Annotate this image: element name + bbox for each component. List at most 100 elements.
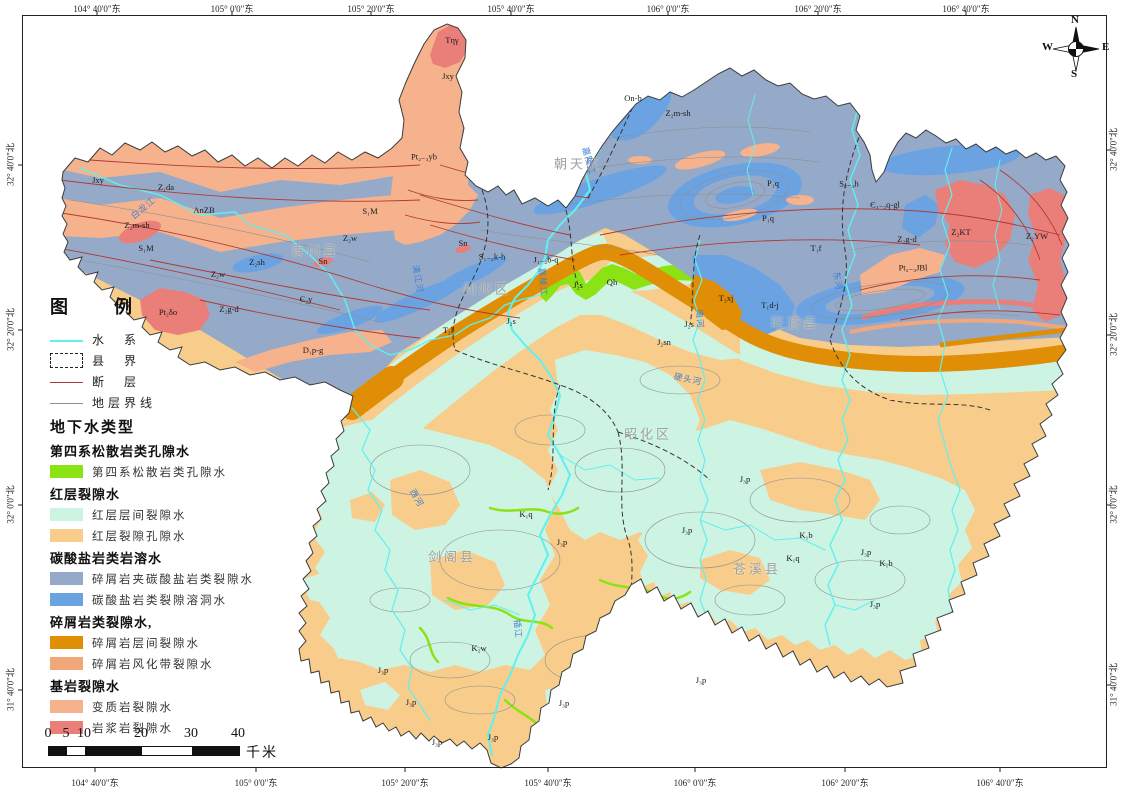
legend-symbol: [50, 700, 83, 713]
geo-unit-label: Jxy: [92, 175, 104, 185]
latitude-label: 32° 20'0"北: [1108, 313, 1119, 356]
compass-e: E: [1102, 41, 1110, 53]
geo-unit-label: J₂s: [573, 280, 583, 290]
longitude-label: 105° 20'0"东: [381, 778, 429, 788]
legend-label: 基岩裂隙水: [50, 678, 121, 694]
legend-row: 碎屑岩风化带裂隙水: [50, 653, 285, 674]
legend-label: 第四系松散岩类孔隙水: [92, 466, 227, 479]
geo-unit-label: T₃xj: [718, 293, 734, 303]
magmatic-zones: [119, 24, 1068, 335]
geo-unit-label: J₃p: [431, 737, 443, 747]
rivers-layer: [79, 87, 1003, 756]
geo-unit-label: T₁d-j: [761, 300, 779, 310]
legend-symbol: [50, 375, 83, 389]
geo-unit-label: Pt₂₋₃yb: [410, 151, 438, 162]
geo-unit-label: J₃p: [739, 474, 751, 484]
latitude-label: 32° 40'0"北: [5, 143, 16, 186]
legend-row: 红层裂隙孔隙水: [50, 525, 285, 546]
geo-unit-label: J₃p: [487, 732, 499, 742]
geo-unit-label: T₂l: [442, 325, 454, 335]
scale-number: 10: [77, 726, 91, 741]
longitude-label: 106° 20'0"东: [821, 778, 869, 788]
geo-unit-label: K₁q: [786, 553, 800, 563]
geo-unit-label: J₃p: [869, 599, 881, 609]
legend-row: 第四系松散岩类孔隙水: [50, 439, 285, 461]
legend-row: 碳酸盐岩类裂隙溶洞水: [50, 589, 285, 610]
geo-unit-label: Z₂m-sh: [665, 108, 691, 118]
geo-unit-label: J₃p: [681, 525, 693, 535]
legend-row: 碎屑岩夹碳酸盐岩类裂隙水: [50, 568, 285, 589]
longitude-label: 105° 40'0"东: [487, 4, 535, 14]
geo-unit-label: Є₂y: [299, 294, 313, 304]
geo-unit-label: K₂w: [471, 643, 487, 653]
legend-row: 断 层: [50, 371, 285, 392]
latitude-label: 32° 0'0"北: [5, 485, 16, 524]
geo-unit-label: Z₂KT: [951, 227, 971, 237]
legend-label: 第四系松散岩类孔隙水: [50, 443, 191, 459]
county-name: 旺苍县: [770, 315, 820, 331]
latitude-label: 32° 20'0"北: [5, 308, 16, 351]
longitude-label: 105° 0'0"东: [210, 4, 254, 14]
river-name: 插江: [512, 619, 524, 639]
county-name: 青川县: [290, 243, 340, 259]
latitude-label: 31° 40'0"北: [1108, 663, 1119, 706]
compass-s: S: [1071, 68, 1078, 80]
geo-unit-label: K₁b: [879, 558, 893, 568]
scale-number: 20: [134, 726, 148, 741]
river-name: 东河: [831, 270, 845, 292]
legend-label: 县 界: [92, 354, 141, 368]
geo-unit-label: J₂s: [506, 316, 516, 326]
geo-unit-label: Z₁da: [157, 182, 175, 192]
latitude-label: 32° 0'0"北: [1108, 485, 1119, 524]
legend-row: 碎屑岩类裂隙水,: [50, 610, 285, 632]
legend-symbol: [50, 396, 83, 410]
longitude-label: 106° 40'0"东: [976, 778, 1024, 788]
geo-unit-label: Z₂w: [342, 233, 358, 243]
longitude-label: 105° 0'0"东: [234, 778, 278, 788]
legend-row: 红层裂隙水: [50, 482, 285, 504]
legend: 图 例 水 系 县 界 断 层: [50, 293, 285, 738]
longitude-label: 104° 40'0"东: [71, 778, 119, 788]
legend-symbol: [50, 333, 83, 347]
legend-label: 红层层间裂隙水: [92, 509, 187, 522]
longitude-label: 106° 40'0"东: [942, 4, 990, 14]
geo-unit-label: Z₂g-d: [897, 234, 917, 244]
legend-label: 碎屑岩类裂隙水,: [50, 614, 153, 630]
river-name: 嘉陵江: [580, 145, 598, 177]
stratum-boundaries: [69, 126, 1031, 715]
geo-unit-label: D₁p-g: [302, 345, 324, 355]
legend-symbol: [50, 572, 83, 585]
legend-symbol: [50, 465, 83, 478]
legend-symbol: [50, 529, 83, 542]
geo-unit-label: Z₂sh: [249, 257, 265, 267]
geo-unit-label: S₂₋₃h: [839, 178, 859, 189]
geo-unit-label: Sn: [458, 238, 468, 248]
latitude-label: 32° 40'0"北: [1108, 128, 1119, 171]
legend-symbol: [50, 636, 83, 649]
geo-unit-label: J₃p: [377, 665, 389, 675]
longitude-label: 106° 20'0"东: [794, 4, 842, 14]
county-name: 剑阁县: [427, 549, 477, 565]
geo-unit-label: S₁₋₂k-h: [478, 251, 506, 262]
geo-unit-label: Pt₂δo: [158, 307, 178, 317]
river-name: 嘉陵江: [536, 267, 550, 297]
legend-row: 水 系: [50, 329, 285, 350]
legend-label: 水 系: [92, 333, 141, 347]
legend-symbol: [50, 508, 83, 521]
geo-unit-label: J₃p: [860, 547, 872, 557]
legend-label: 红层裂隙孔隙水: [92, 530, 187, 543]
scale-bar-segments: [48, 746, 240, 756]
legend-label: 变质岩裂隙水: [92, 701, 173, 714]
compass-w: W: [1042, 41, 1053, 53]
legend-symbol: [50, 353, 83, 368]
legend-symbol: [50, 657, 83, 670]
scale-number: 40: [231, 726, 245, 741]
map-frame: [22, 15, 1107, 768]
frame-ticks: [18, 11, 1111, 772]
legend-label: 岩浆岩裂隙水: [92, 722, 173, 735]
geo-unit-label: J₃p: [405, 697, 417, 707]
geo-unit-label: J₁₋₂b-q: [533, 254, 559, 265]
geo-unit-label: J₂s: [684, 319, 694, 329]
